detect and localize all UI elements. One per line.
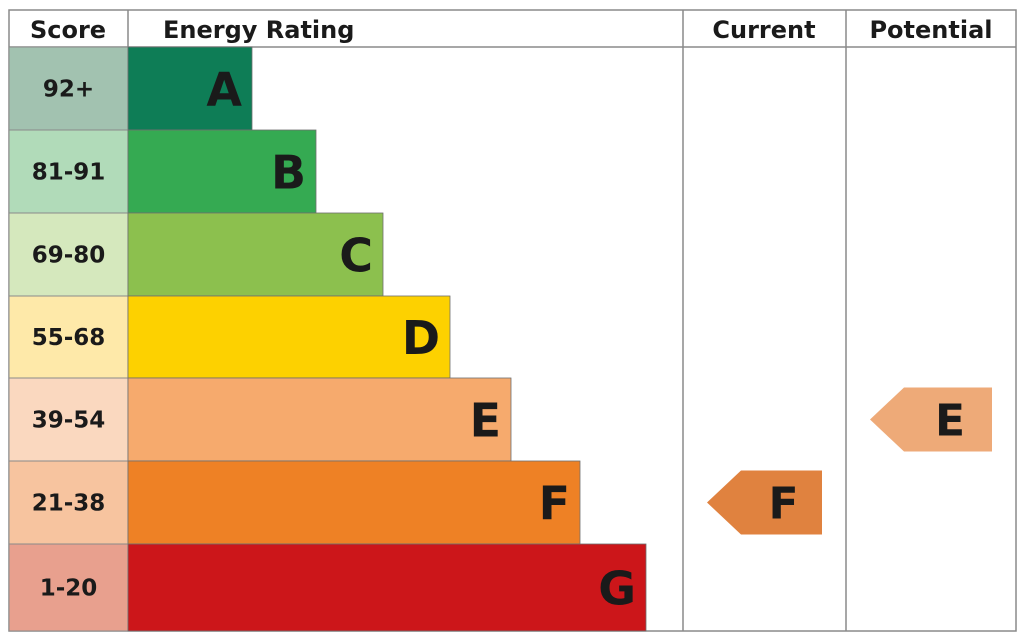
rating-bar-d — [127, 295, 451, 379]
header-potential: Potential — [869, 16, 992, 44]
rating-indicators: FE — [707, 387, 992, 535]
rating-bar-g — [127, 543, 647, 632]
score-range-g: 1-20 — [40, 576, 98, 602]
rating-letter-g: G — [598, 562, 636, 616]
score-cell-c — [8, 212, 129, 297]
rating-bar-c — [127, 212, 384, 297]
score-range-c: 69-80 — [32, 243, 106, 269]
potential-rating-letter: E — [935, 396, 965, 447]
score-cell-b — [8, 129, 129, 214]
score-cell-g — [8, 543, 129, 632]
score-range-d: 55-68 — [32, 325, 106, 351]
score-cell-e — [8, 377, 129, 462]
rating-bands: 92+ A 81-91 B 69-80 C 55-68 D 39-54 E 21-38 F 1-20 G — [8, 46, 647, 632]
potential-rating-arrow — [870, 387, 992, 452]
rating-bar-b — [127, 129, 317, 214]
rating-letter-b: B — [271, 146, 306, 200]
score-range-e: 39-54 — [32, 408, 106, 434]
rating-letter-d: D — [402, 311, 440, 365]
header-energy-rating: Energy Rating — [163, 16, 354, 44]
score-range-f: 21-38 — [32, 491, 106, 517]
rating-bar-e — [127, 377, 512, 462]
score-range-a: 92+ — [43, 77, 94, 103]
header-score: Score — [30, 16, 106, 44]
score-cell-d — [8, 295, 129, 379]
score-cell-f — [8, 460, 129, 545]
rating-bar-f — [127, 460, 581, 545]
current-rating-arrow — [707, 470, 822, 535]
rating-letter-f: F — [539, 477, 570, 531]
header-current: Current — [712, 16, 815, 44]
rating-letter-c: C — [339, 229, 373, 283]
current-rating-letter: F — [768, 479, 798, 530]
score-range-b: 81-91 — [32, 160, 106, 186]
rating-bar-a — [127, 46, 253, 131]
rating-letter-a: A — [206, 63, 242, 117]
rating-letter-e: E — [470, 394, 501, 448]
